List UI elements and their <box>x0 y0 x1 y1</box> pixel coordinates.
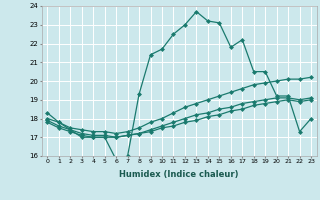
X-axis label: Humidex (Indice chaleur): Humidex (Indice chaleur) <box>119 170 239 179</box>
